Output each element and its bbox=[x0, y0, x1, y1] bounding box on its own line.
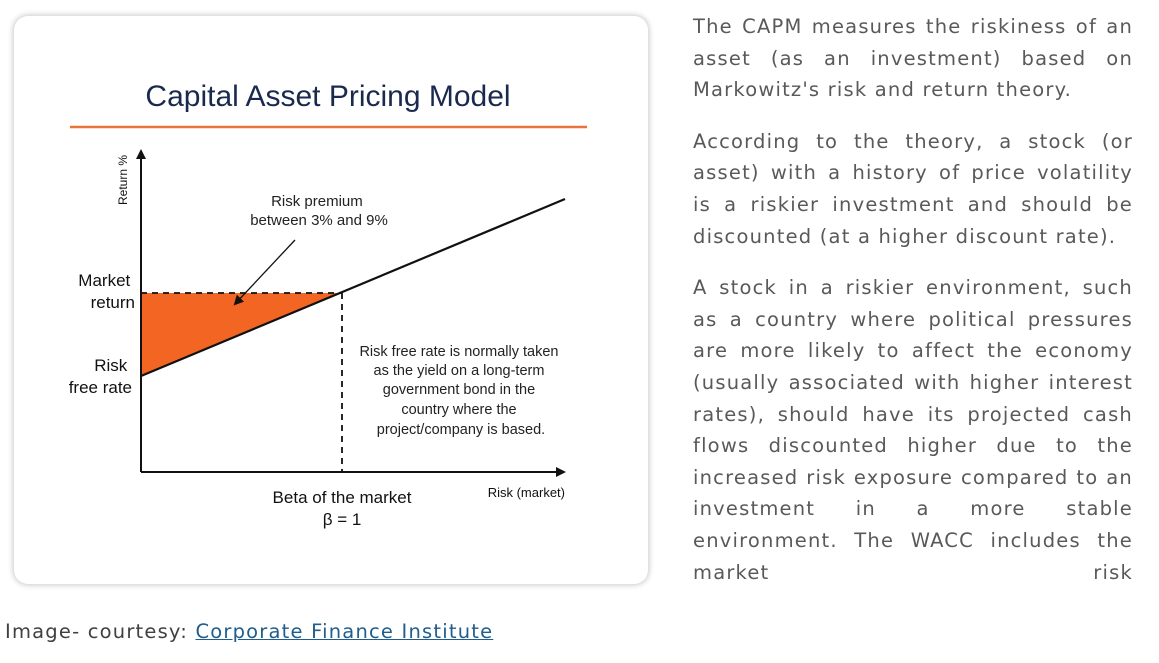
risk-free-rate-label: Risk free rate bbox=[69, 356, 132, 397]
source-link[interactable]: Corporate Finance Institute bbox=[195, 620, 494, 643]
risk-free-note-line: as the yield on a long-term bbox=[374, 363, 545, 379]
market-return-label-line: return bbox=[91, 293, 135, 312]
risk-premium-note-line: between 3% and 9% bbox=[250, 212, 388, 229]
caption-prefix: Image- courtesy: bbox=[5, 620, 196, 643]
risk-free-note: Risk free rate is normally taken as the … bbox=[359, 344, 562, 438]
risk-free-rate-label-line: free rate bbox=[69, 378, 132, 397]
article-paragraph: The CAPM measures the riskiness of an as… bbox=[693, 15, 1133, 102]
risk-free-note-line: country where the bbox=[401, 402, 516, 418]
risk-free-rate-label-line: Risk bbox=[94, 356, 128, 375]
risk-premium-arrow bbox=[233, 239, 296, 306]
market-return-label-line: Market bbox=[78, 271, 130, 290]
image-caption: Image- courtesy: Corporate Finance Insti… bbox=[5, 620, 493, 643]
y-axis-label: Return % bbox=[116, 155, 130, 205]
risk-free-note-line: government bond in the bbox=[383, 382, 535, 398]
risk-free-note-line: project/company is based. bbox=[377, 422, 545, 438]
article-paragraph: According to the theory, a stock (or ass… bbox=[693, 129, 1133, 248]
beta-value: β = 1 bbox=[323, 510, 362, 529]
figure-title: Capital Asset Pricing Model bbox=[145, 80, 510, 113]
capm-diagram: Capital Asset Pricing Model Return % Ris… bbox=[69, 80, 587, 529]
risk-premium-note-line: Risk premium bbox=[271, 193, 363, 210]
article-paragraph: A stock in a riskier environment, such a… bbox=[693, 276, 1133, 584]
x-axis-label: Risk (market) bbox=[488, 485, 565, 500]
security-market-line bbox=[140, 197, 566, 378]
market-return-label: Market return bbox=[78, 271, 135, 312]
beta-label: Beta of the market bbox=[273, 488, 412, 507]
risk-free-note-line: Risk free rate is normally taken bbox=[359, 344, 558, 360]
article-text: The CAPM measures the riskiness of an as… bbox=[693, 11, 1133, 588]
capm-figure-card: Capital Asset Pricing Model Return % Ris… bbox=[14, 16, 648, 584]
risk-premium-note: Risk premium between 3% and 9% bbox=[250, 193, 388, 229]
